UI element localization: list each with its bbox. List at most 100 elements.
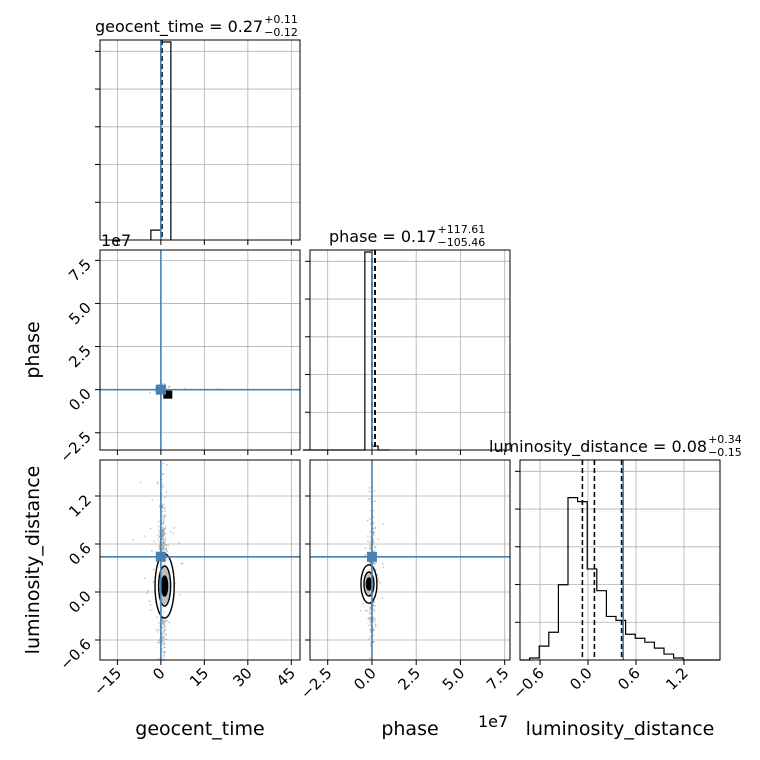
scatter-gt-ld-ytick-label: 1.2	[65, 491, 95, 521]
scatter-gt-ld-sample-point	[143, 577, 146, 579]
scatter-phase-ld-sample-point	[365, 609, 367, 612]
scatter-phase-ld-sample-point	[366, 535, 369, 537]
scatter-geocent-time-luminosity-distance-panel: −15 0 15 30 45 −0.6 0.0 0.6 1.2	[56, 459, 301, 699]
scatter-gt-ld-sample-point	[165, 544, 168, 547]
scatter-gt-ld-sample-point	[164, 643, 166, 645]
scatter-gt-ld-sample-point	[153, 540, 155, 543]
scatter-phase-ld-sample-point	[369, 657, 371, 659]
scatter-gt-ld-sample-point	[146, 592, 149, 595]
scatter-phase-ld-sample-point	[362, 603, 364, 606]
scatter-gt-ld-sample-point	[158, 639, 161, 642]
scatter-gt-ld-sample-point	[163, 646, 166, 649]
scatter-gt-ld-sample-point	[158, 628, 161, 631]
hist-luminosity-distance-frame	[519, 459, 721, 661]
scatter-gt-ld-sample-point	[163, 655, 165, 658]
scatter-gt-ld-sample-point	[167, 544, 170, 547]
scatter-phase-ld-sample-point	[382, 562, 384, 565]
scatter-phase-ld-sample-point	[374, 623, 377, 626]
scatter-gt-ld-sample-point	[157, 622, 160, 624]
scatter-gt-ld-sample-point	[158, 529, 161, 532]
scatter-phase-ld-sample-point	[374, 618, 377, 620]
scatter-phase-ld-sample-point	[367, 617, 370, 620]
scatter-gt-ld-ytick-label: 0.6	[65, 539, 95, 569]
scatter-gt-phase-ytick-label: −2.5	[56, 428, 94, 466]
scatter-gt-ld-sample-point	[166, 550, 169, 552]
scatter-gt-ld-sample-point	[149, 604, 152, 606]
scatter-gt-ld-sample-point	[161, 510, 164, 513]
scatter-phase-ld-sample-point	[372, 562, 375, 564]
scatter-phase-ld-sample-point	[372, 628, 375, 631]
scatter-phase-ld-sample-point	[374, 526, 377, 529]
scatter-phase-ld-sample-point	[382, 523, 385, 525]
scatter-phase-ld-sample-point	[374, 625, 377, 628]
scatter-phase-ld-sample-point	[372, 565, 375, 568]
scatter-phase-ld-sample-point	[375, 561, 377, 564]
scatter-gt-ld-xtick-label: 45	[273, 664, 299, 690]
scatter-gt-ld-sample-point	[163, 631, 166, 634]
scatter-gt-ld-sample-point	[161, 650, 164, 653]
scatter-phase-ld-sample-point	[372, 509, 375, 512]
scatter-gt-ld-sample-point	[157, 482, 159, 485]
scatter-gt-ld-sample-point	[162, 473, 165, 475]
scatter-gt-ld-sample-point	[151, 550, 153, 553]
scatter-gt-ld-sample-point	[161, 483, 164, 486]
scatter-gt-ld-sample-point	[180, 562, 183, 565]
scatter-gt-ld-sample-point	[164, 536, 167, 539]
scatter-gt-phase-ytick-label: 7.5	[65, 255, 95, 285]
hist-phase-hist-step	[302, 251, 390, 451]
scatter-phase-ld-sample-point	[368, 498, 370, 500]
scatter-gt-ld-sample-point	[164, 627, 167, 630]
ylabel-phase: phase	[22, 321, 44, 378]
scatter-phase-ld-sample-point	[379, 581, 381, 584]
scatter-gt-ld-sample-point	[164, 510, 166, 513]
scatter-phase-ld-sample-point	[373, 490, 376, 492]
phase-y-offset-label: 1e7	[101, 231, 131, 250]
scatter-gt-ld-sample-point	[161, 545, 164, 547]
hist-geocent-time-panel	[95, 39, 301, 245]
scatter-gt-ld-sample-point	[156, 641, 159, 644]
scatter-gt-ld-sample-point	[168, 621, 171, 624]
hist-luminosity-distance-xtick-label: 0.0	[566, 664, 596, 694]
scatter-gt-ld-truth-marker	[155, 551, 166, 562]
scatter-phase-ld-xtick-label: 5.0	[439, 664, 469, 694]
scatter-gt-ld-sample-point	[143, 535, 146, 537]
scatter-phase-ld-sample-point	[369, 635, 372, 638]
scatter-phase-ld-sample-point	[368, 518, 371, 520]
scatter-phase-ld-sample-point	[359, 609, 362, 612]
scatter-phase-ld-sample-point	[368, 487, 371, 489]
scatter-gt-ld-sample-point	[165, 491, 168, 494]
scatter-phase-ld-sample-point	[373, 534, 375, 537]
scatter-phase-ld-sample-point	[373, 618, 375, 621]
scatter-gt-ld-sample-point	[161, 537, 164, 539]
scatter-gt-ld-sample-point	[157, 538, 160, 541]
scatter-gt-ld-sample-point	[163, 651, 166, 654]
scatter-phase-ld-frame	[309, 459, 511, 661]
scatter-gt-ld-xtick-label: −15	[90, 664, 125, 699]
scatter-phase-ld-sample-point	[373, 621, 376, 623]
scatter-gt-ld-sample-point	[162, 623, 165, 626]
scatter-gt-ld-sample-point	[139, 481, 142, 484]
scatter-phase-luminosity-distance-panel: −2.5 0.0 2.5 5.0 7.5	[297, 459, 513, 703]
scatter-gt-ld-sample-point	[178, 593, 181, 596]
scatter-gt-ld-sample-point	[158, 546, 161, 548]
scatter-gt-ld-sample-point	[162, 621, 165, 623]
scatter-gt-ld-xtick-label: 0	[149, 664, 168, 683]
scatter-gt-ld-sample-point	[163, 514, 165, 517]
scatter-phase-ld-sample-point	[372, 608, 375, 611]
scatter-gt-ld-sample-point	[163, 541, 166, 543]
scatter-gt-ld-sample-point	[156, 616, 159, 619]
scatter-phase-ld-sample-point	[372, 516, 375, 519]
scatter-phase-ld-sample-point	[364, 554, 366, 556]
scatter-phase-ld-sample-point	[382, 566, 385, 569]
scatter-gt-ld-sample-point	[164, 527, 167, 530]
scatter-phase-ld-sample-point	[372, 634, 375, 637]
scatter-gt-ld-ytick-label: 0.0	[65, 587, 95, 617]
scatter-phase-ld-sample-point	[368, 609, 371, 612]
scatter-gt-ld-sample-point	[161, 518, 164, 520]
scatter-phase-ld-xtick-label: −2.5	[297, 664, 335, 702]
scatter-gt-ld-sample-point	[163, 538, 165, 541]
scatter-gt-ld-sample-point	[164, 496, 166, 499]
scatter-gt-ld-sample-point	[151, 499, 154, 501]
scatter-gt-phase-ytick-label: 2.5	[65, 342, 95, 372]
scatter-phase-ld-sample-point	[368, 612, 371, 614]
